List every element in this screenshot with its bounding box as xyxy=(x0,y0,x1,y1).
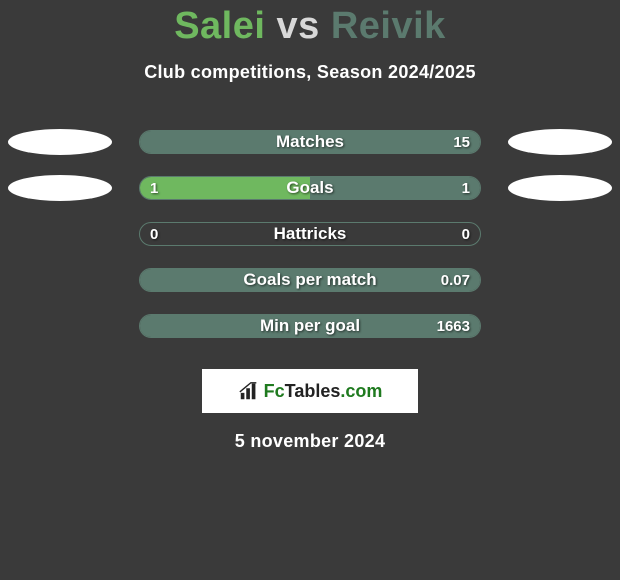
stat-value-right: 1663 xyxy=(437,318,470,335)
stat-bar: Goals per match 0.07 xyxy=(139,268,481,292)
bar-chart-icon xyxy=(238,380,260,402)
player2-name: Reivik xyxy=(331,5,446,47)
stat-label: Goals per match xyxy=(243,270,376,290)
brand-main: Tables xyxy=(285,381,341,401)
stat-row: Matches 15 xyxy=(0,119,620,165)
stat-value-right: 1 xyxy=(462,180,470,197)
vs-text: vs xyxy=(265,5,330,47)
stats-rows: Matches 15 Goals 1 1 Hattricks 0 0 Goals per mat… xyxy=(0,119,620,349)
player1-ellipse xyxy=(8,175,112,201)
stat-row: Hattricks 0 0 xyxy=(0,211,620,257)
player2-ellipse xyxy=(508,129,612,155)
stat-label: Min per goal xyxy=(260,316,360,336)
player1-name: Salei xyxy=(174,5,265,47)
stat-bar: Matches 15 xyxy=(139,130,481,154)
stat-row: Min per goal 1663 xyxy=(0,303,620,349)
brand-suffix: .com xyxy=(340,381,382,401)
player2-ellipse xyxy=(508,175,612,201)
date-text: 5 november 2024 xyxy=(0,431,620,452)
stat-value-left: 1 xyxy=(150,180,158,197)
stat-bar: Hattricks 0 0 xyxy=(139,222,481,246)
stat-value-right: 0.07 xyxy=(441,272,470,289)
stat-value-right: 0 xyxy=(462,226,470,243)
player1-ellipse xyxy=(8,129,112,155)
stat-value-left: 0 xyxy=(150,226,158,243)
brand-box[interactable]: FcTables.com xyxy=(202,369,418,413)
bar-left-fill xyxy=(140,177,310,199)
subtitle: Club competitions, Season 2024/2025 xyxy=(0,62,620,83)
stat-row: Goals 1 1 xyxy=(0,165,620,211)
stat-value-right: 15 xyxy=(453,134,470,151)
comparison-widget: Salei vs Reivik Club competitions, Seaso… xyxy=(0,0,620,452)
bar-right-fill xyxy=(310,177,480,199)
stat-label: Hattricks xyxy=(274,224,347,244)
stat-row: Goals per match 0.07 xyxy=(0,257,620,303)
stat-bar: Goals 1 1 xyxy=(139,176,481,200)
stat-label: Goals xyxy=(286,178,333,198)
page-title: Salei vs Reivik xyxy=(0,5,620,48)
stat-label: Matches xyxy=(276,132,344,152)
brand-prefix: Fc xyxy=(264,381,285,401)
stat-bar: Min per goal 1663 xyxy=(139,314,481,338)
brand-text: FcTables.com xyxy=(264,381,383,402)
